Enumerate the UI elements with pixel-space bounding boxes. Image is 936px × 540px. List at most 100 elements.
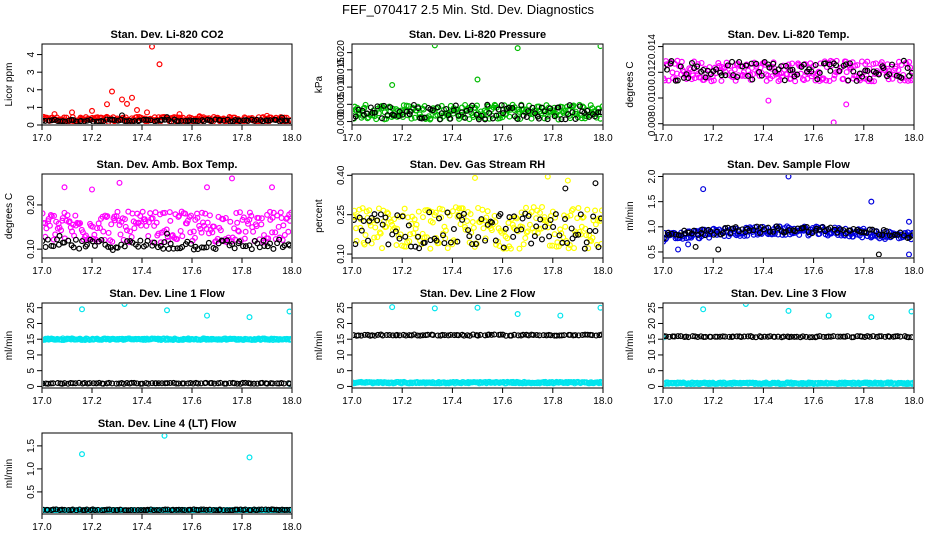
data-point: [718, 77, 725, 84]
data-point: [742, 304, 749, 307]
data-point: [462, 224, 469, 231]
data-point: [850, 225, 857, 232]
data-point: [590, 213, 597, 220]
data-point: [118, 218, 125, 225]
data-point: [564, 177, 571, 184]
data-point: [120, 236, 127, 243]
data-point: [447, 331, 454, 338]
data-point: [677, 63, 684, 70]
data-point: [541, 108, 548, 115]
x-tick-label: 18.0: [282, 266, 302, 277]
data-point: [200, 506, 207, 513]
data-point: [287, 217, 291, 224]
data-point: [530, 331, 537, 338]
data-point: [286, 242, 291, 249]
x-tick-label: 18.0: [282, 133, 302, 144]
data-point: [149, 380, 156, 387]
data-point: [43, 238, 46, 244]
data-point: [227, 118, 234, 124]
data-point: [692, 333, 699, 340]
data-point: [122, 223, 129, 230]
data-point: [145, 233, 152, 240]
y-tick-label: 1.0: [26, 462, 37, 476]
x-tick-label: 17.6: [493, 266, 513, 277]
data-point: [396, 235, 403, 242]
data-point: [231, 245, 238, 252]
data-point: [547, 332, 554, 339]
data-point: [710, 231, 717, 238]
plot-frame: [41, 432, 293, 515]
data-point: [396, 332, 403, 339]
data-point: [528, 208, 535, 215]
data-point: [455, 112, 462, 119]
data-point: [792, 78, 799, 85]
data-point: [372, 224, 379, 231]
data-point: [514, 311, 521, 318]
data-point: [864, 58, 871, 65]
data-point: [108, 88, 115, 95]
data-point: [784, 71, 791, 78]
data-point: [208, 380, 215, 387]
data-point: [104, 506, 111, 513]
data-point: [707, 228, 714, 235]
data-point: [800, 61, 807, 68]
data-point: [758, 72, 765, 79]
data-point: [497, 210, 504, 217]
data-point: [464, 332, 471, 339]
data-point: [584, 107, 591, 114]
data-point: [353, 241, 359, 248]
data-point: [120, 380, 127, 387]
data-point: [69, 380, 76, 387]
data-point: [694, 63, 701, 70]
data-point: [187, 379, 194, 386]
data-point: [785, 307, 792, 314]
data-point: [664, 77, 668, 84]
plot-frame: [41, 173, 293, 259]
x-tick-label: 17.8: [543, 266, 563, 277]
y-tick-label: 15: [647, 333, 658, 345]
data-point: [169, 506, 176, 513]
data-point: [470, 224, 477, 231]
data-point: [546, 242, 553, 249]
data-point: [529, 104, 536, 111]
data-point: [261, 243, 268, 250]
x-tick-label: 17.6: [493, 133, 513, 144]
x-tick-label: 17.0: [32, 266, 52, 277]
x-tick-label: 17.2: [82, 396, 102, 407]
data-point: [77, 117, 84, 124]
data-point: [876, 231, 883, 238]
data-point: [399, 213, 406, 220]
data-point: [46, 117, 53, 124]
data-point: [499, 331, 506, 338]
data-point: [564, 239, 571, 246]
data-point: [830, 119, 837, 124]
data-point: [516, 245, 523, 252]
data-point: [752, 334, 759, 341]
y-tick-label: 2.0: [647, 169, 658, 183]
data-point: [402, 332, 409, 339]
x-tick-label: 17.6: [804, 133, 824, 144]
data-point: [137, 212, 144, 219]
data-point: [842, 230, 849, 237]
data-point: [682, 230, 689, 237]
data-point: [427, 115, 434, 122]
data-point: [47, 212, 54, 219]
data-point: [179, 233, 186, 240]
data-point: [687, 66, 694, 73]
data-point: [486, 109, 493, 116]
data-point: [229, 175, 236, 182]
data-point: [791, 333, 798, 340]
y-axis-label: ml/min: [4, 331, 15, 360]
data-point: [533, 223, 540, 230]
y-tick-label: 0.014: [647, 34, 658, 59]
data-point: [702, 74, 709, 81]
data-point: [278, 214, 285, 221]
data-point: [128, 507, 135, 513]
data-point: [59, 118, 66, 124]
data-point: [875, 71, 882, 78]
data-point: [203, 506, 210, 513]
data-point: [741, 333, 748, 340]
data-point: [220, 507, 227, 513]
y-tick-label: 1.5: [26, 438, 37, 452]
data-point: [164, 114, 171, 121]
